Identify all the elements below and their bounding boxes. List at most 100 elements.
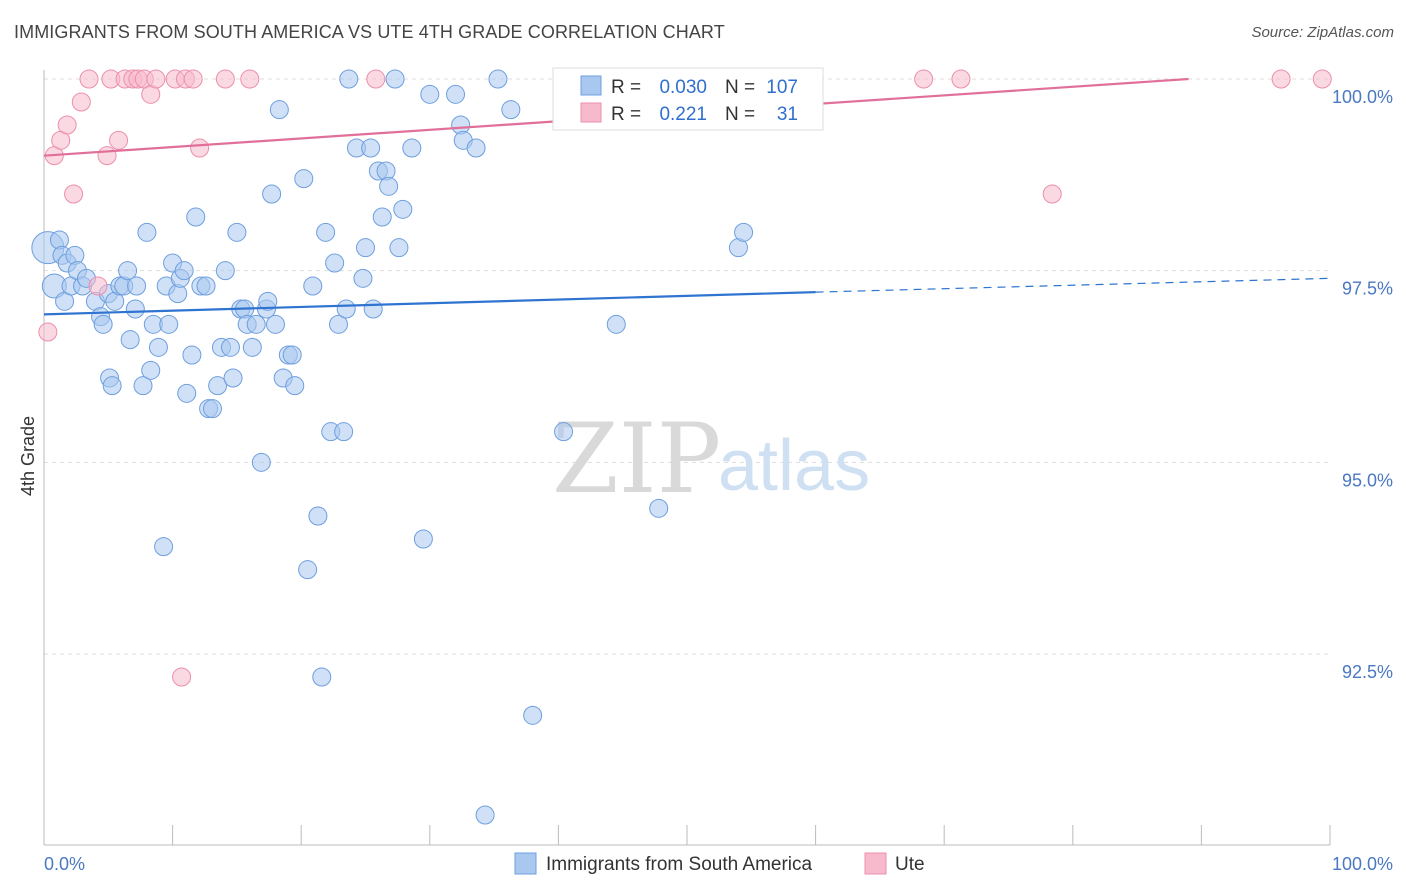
- immigrants-point: [102, 376, 122, 396]
- ute-point: [172, 667, 192, 687]
- immigrants-point: [554, 422, 574, 442]
- immigrants-point: [488, 69, 508, 89]
- series-legend-swatch-ute: [864, 852, 887, 875]
- immigrants-point: [220, 337, 240, 357]
- immigrants-point: [466, 138, 486, 158]
- y-tick-label: 100.0%: [1332, 87, 1393, 107]
- immigrants-point: [475, 805, 495, 825]
- ute-point: [1312, 69, 1332, 89]
- ute-point: [240, 69, 260, 89]
- immigrants-point: [734, 222, 754, 242]
- immigrants-point: [649, 498, 669, 518]
- ute-point: [914, 69, 934, 89]
- ute-point: [1042, 184, 1062, 204]
- series-legend-label-ute: Ute: [895, 854, 925, 875]
- immigrants-point: [186, 207, 206, 227]
- legend-n-label-2: N =: [725, 104, 755, 125]
- immigrants-point: [298, 560, 318, 580]
- chart-title: IMMIGRANTS FROM SOUTH AMERICA VS UTE 4TH…: [14, 22, 725, 42]
- immigrants-point: [316, 222, 336, 242]
- immigrants-point: [265, 314, 285, 334]
- y-axis-title: 4th Grade: [18, 416, 38, 496]
- series-immigrants-points: [31, 69, 754, 825]
- immigrants-point: [148, 337, 168, 357]
- immigrants-point: [325, 253, 345, 273]
- immigrants-point: [215, 261, 235, 281]
- watermark-atlas: atlas: [718, 426, 870, 506]
- immigrants-point: [312, 667, 332, 687]
- series-legend-swatch-immigrants: [514, 852, 537, 875]
- ute-point: [79, 69, 99, 89]
- immigrants-point: [334, 422, 354, 442]
- immigrants-point: [202, 399, 222, 419]
- immigrants-point: [154, 537, 174, 557]
- y-tick-label: 92.5%: [1342, 662, 1393, 682]
- immigrants-point: [372, 207, 392, 227]
- immigrants-point: [385, 69, 405, 89]
- x-tick-label-min: 0.0%: [44, 854, 85, 874]
- legend-n-label-1: N =: [725, 77, 755, 98]
- ute-point: [146, 69, 166, 89]
- immigrants-point: [141, 360, 161, 380]
- immigrants-point: [182, 345, 202, 365]
- immigrants-point: [303, 276, 323, 296]
- ute-point: [38, 322, 58, 342]
- immigrants-point: [246, 314, 266, 334]
- immigrants-point: [393, 199, 413, 219]
- immigrants-point: [353, 268, 373, 288]
- immigrants-point: [120, 330, 140, 350]
- immigrants-point: [379, 176, 399, 196]
- source-label: Source: ZipAtlas.com: [1251, 24, 1394, 41]
- immigrants-point: [269, 100, 289, 120]
- immigrants-point: [262, 184, 282, 204]
- immigrants-point: [356, 238, 375, 258]
- y-tick-labels: 100.0% 97.5% 95.0% 92.5%: [1332, 87, 1393, 682]
- immigrants-point: [413, 529, 433, 549]
- legend-r-value-2: 0.221: [659, 104, 707, 125]
- ute-point: [97, 146, 117, 166]
- ute-point: [57, 115, 77, 135]
- ute-point: [1271, 69, 1291, 89]
- immigrants-point: [501, 100, 521, 120]
- immigrants-point: [294, 169, 314, 189]
- immigrants-point: [308, 506, 328, 526]
- immigrants-point: [159, 314, 179, 334]
- immigrants-point: [339, 69, 359, 89]
- ute-point: [366, 69, 386, 89]
- legend-r-value-1: 0.030: [659, 77, 707, 98]
- x-tick-label-max: 100.0%: [1332, 854, 1393, 874]
- series-legend: Immigrants from South America Ute: [514, 852, 925, 875]
- grid-lines: [44, 78, 1330, 655]
- immigrants-point: [223, 368, 243, 388]
- immigrants-point: [285, 376, 305, 396]
- immigrants-point: [389, 238, 409, 258]
- ute-point: [183, 69, 203, 89]
- ute-point: [71, 92, 91, 112]
- x-axis-ticks: [43, 825, 1331, 845]
- legend-swatch-blue: [580, 75, 602, 96]
- legend-r-label-2: R =: [611, 104, 641, 125]
- immigrants-point: [420, 84, 440, 104]
- immigrants-point: [363, 299, 383, 319]
- immigrants-point: [336, 299, 356, 319]
- immigrants-point: [174, 261, 194, 281]
- immigrants-point: [258, 291, 278, 311]
- immigrants-point: [446, 84, 466, 104]
- immigrants-point: [227, 222, 247, 242]
- stats-legend: R = 0.030 N = 107 R = 0.221 N = 31: [552, 67, 824, 131]
- immigrants-point: [402, 138, 422, 158]
- ute-point: [64, 184, 84, 204]
- immigrants-point: [125, 299, 145, 319]
- immigrants-point: [133, 376, 153, 396]
- immigrants-point: [328, 314, 348, 334]
- immigrants-point: [118, 261, 138, 281]
- immigrants-point: [93, 314, 113, 334]
- ute-point: [190, 138, 210, 158]
- legend-swatch-pink: [580, 102, 602, 123]
- immigrants-point: [208, 376, 228, 396]
- y-tick-label: 95.0%: [1342, 470, 1393, 490]
- watermark: ZIP atlas: [552, 403, 870, 515]
- immigrants-point: [523, 705, 543, 725]
- legend-n-value-2: 31: [777, 104, 798, 125]
